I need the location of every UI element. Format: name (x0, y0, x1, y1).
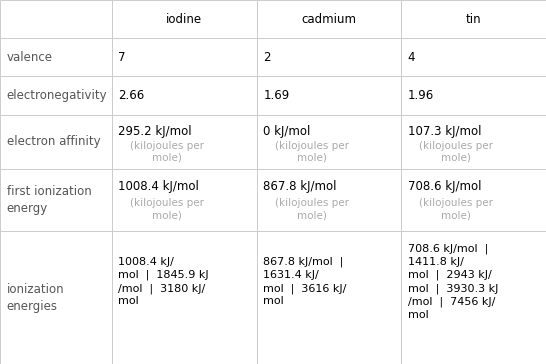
Text: 295.2 kJ/mol: 295.2 kJ/mol (118, 124, 192, 138)
Bar (257, 38, 401, 76)
Bar (112, 231, 257, 364)
Bar (257, 76, 401, 115)
Bar (0, 0, 112, 38)
Bar (401, 76, 546, 115)
Bar (257, 169, 401, 231)
Bar (257, 231, 401, 364)
Bar (401, 0, 546, 38)
Text: ionization
energies: ionization energies (7, 282, 64, 313)
Text: 1.96: 1.96 (408, 89, 434, 102)
Bar (112, 38, 257, 76)
Text: tin: tin (466, 13, 482, 25)
Text: electron affinity: electron affinity (7, 135, 100, 149)
Text: 1.69: 1.69 (263, 89, 289, 102)
Text: 2: 2 (263, 51, 271, 64)
Text: cadmium: cadmium (301, 13, 357, 25)
Text: 7: 7 (118, 51, 126, 64)
Bar (257, 0, 401, 38)
Bar (0, 38, 112, 76)
Text: valence: valence (7, 51, 52, 64)
Text: 1008.4 kJ/
mol  |  1845.9 kJ
/mol  |  3180 kJ/
mol: 1008.4 kJ/ mol | 1845.9 kJ /mol | 3180 k… (118, 257, 209, 306)
Text: 708.6 kJ/mol  |
1411.8 kJ/
mol  |  2943 kJ/
mol  |  3930.3 kJ
/mol  |  7456 kJ/
: 708.6 kJ/mol | 1411.8 kJ/ mol | 2943 kJ/… (408, 244, 498, 320)
Text: 0 kJ/mol: 0 kJ/mol (263, 124, 311, 138)
Text: 107.3 kJ/mol: 107.3 kJ/mol (408, 124, 482, 138)
Text: (kilojoules per
mole): (kilojoules per mole) (130, 198, 204, 221)
Text: 867.8 kJ/mol: 867.8 kJ/mol (263, 180, 337, 193)
Text: (kilojoules per
mole): (kilojoules per mole) (130, 141, 204, 163)
Text: electronegativity: electronegativity (7, 89, 107, 102)
Text: 1008.4 kJ/mol: 1008.4 kJ/mol (118, 180, 199, 193)
Bar (112, 169, 257, 231)
Text: first ionization
energy: first ionization energy (7, 185, 91, 215)
Text: iodine: iodine (166, 13, 203, 25)
Bar (0, 169, 112, 231)
Bar (0, 76, 112, 115)
Bar (112, 115, 257, 169)
Text: 4: 4 (408, 51, 416, 64)
Text: (kilojoules per
mole): (kilojoules per mole) (419, 198, 494, 221)
Bar (401, 38, 546, 76)
Bar (0, 115, 112, 169)
Bar (401, 169, 546, 231)
Bar (0, 231, 112, 364)
Text: 867.8 kJ/mol  |
1631.4 kJ/
mol  |  3616 kJ/
mol: 867.8 kJ/mol | 1631.4 kJ/ mol | 3616 kJ/… (263, 257, 347, 306)
Bar (112, 76, 257, 115)
Text: 2.66: 2.66 (118, 89, 145, 102)
Text: 708.6 kJ/mol: 708.6 kJ/mol (408, 180, 482, 193)
Bar (257, 115, 401, 169)
Text: (kilojoules per
mole): (kilojoules per mole) (275, 198, 349, 221)
Text: (kilojoules per
mole): (kilojoules per mole) (275, 141, 349, 163)
Bar (401, 231, 546, 364)
Bar (112, 0, 257, 38)
Bar (401, 115, 546, 169)
Text: (kilojoules per
mole): (kilojoules per mole) (419, 141, 494, 163)
